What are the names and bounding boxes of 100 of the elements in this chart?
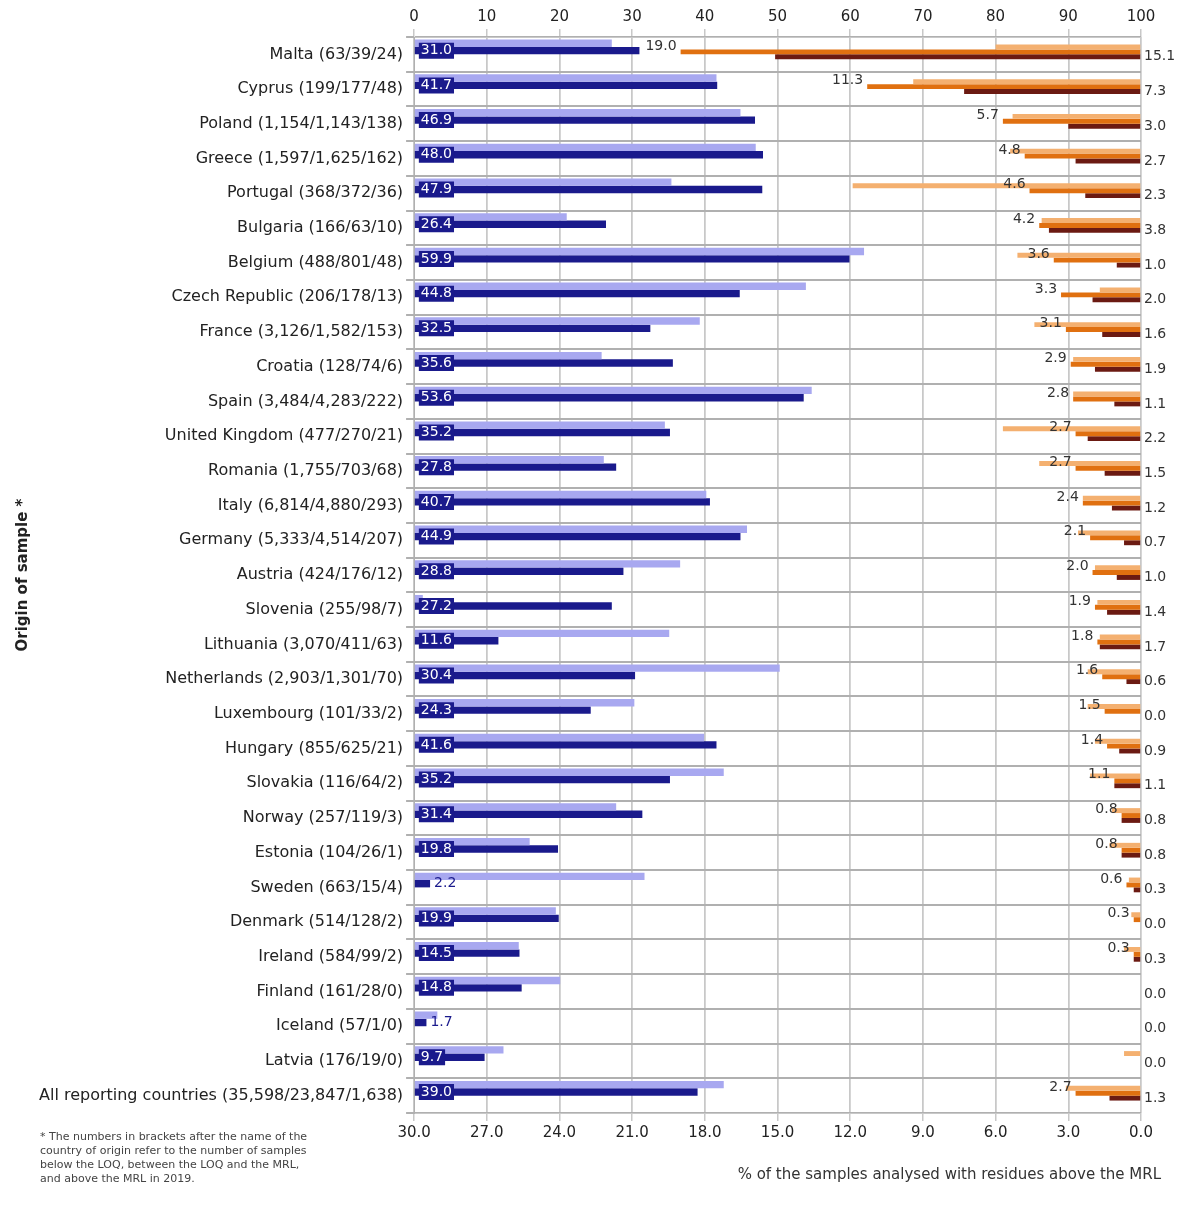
data-label: 1.0 bbox=[1144, 568, 1167, 585]
data-label: 1.5 bbox=[1144, 463, 1167, 480]
x2-tick-label: 70 bbox=[913, 6, 933, 25]
data-label: 2.3 bbox=[1144, 186, 1167, 203]
data-label: 1.4 bbox=[1144, 602, 1167, 619]
y-tick-label: Sweden (663/15/4) bbox=[250, 876, 404, 896]
data-label: 31.0 bbox=[420, 41, 453, 58]
data-label: 3.6 bbox=[1027, 244, 1050, 261]
data-label: 1.3 bbox=[1144, 1088, 1167, 1105]
data-label: 15.1 bbox=[1144, 47, 1176, 64]
y-tick-label: Germany (5,333/4,514/207) bbox=[179, 529, 404, 549]
data-label: 0.0 bbox=[1144, 706, 1167, 723]
data-label: 47.9 bbox=[420, 180, 453, 197]
data-label: 3.3 bbox=[1034, 279, 1058, 296]
data-label: 35.2 bbox=[420, 423, 453, 440]
y-tick-label: United Kingdom (477/270/21) bbox=[164, 425, 404, 445]
data-label: 4.8 bbox=[998, 140, 1021, 157]
y-tick-label: Malta (63/39/24) bbox=[269, 43, 404, 63]
data-label: 59.9 bbox=[420, 249, 453, 266]
data-label: 27.2 bbox=[420, 596, 453, 613]
data-label: 0.0 bbox=[1144, 984, 1167, 1001]
data-label: 0.7 bbox=[1144, 533, 1167, 550]
text: * The numbers in brackets after the name of the country of origin refer to the number of samples below the LOQ, between the LOQ and the MRL, and above the MRL in 2019. bbox=[40, 1130, 309, 1186]
x-tick-label: 9.0 bbox=[911, 1122, 935, 1141]
data-label: 19.0 bbox=[645, 36, 677, 53]
data-label: 1.0 bbox=[1144, 255, 1167, 272]
x-tick-label: 24.0 bbox=[542, 1122, 577, 1141]
data-label: 1.4 bbox=[1080, 730, 1104, 747]
data-label: 0.6 bbox=[1100, 869, 1123, 886]
data-label: 2.2 bbox=[434, 874, 457, 891]
data-label: 0.3 bbox=[1144, 880, 1167, 897]
data-label: 2.7 bbox=[1144, 151, 1167, 168]
data-label: 4.2 bbox=[1012, 210, 1036, 227]
data-label: 44.8 bbox=[420, 284, 453, 301]
data-label: 11.6 bbox=[420, 631, 453, 648]
x2-tick-label: 0 bbox=[409, 6, 419, 25]
data-label: 44.9 bbox=[420, 527, 453, 544]
y-tick-label: Lithuania (3,070/411/63) bbox=[203, 633, 404, 653]
y-tick-label: Hungary (855/625/21) bbox=[224, 737, 404, 757]
x2-tick-label: 40 bbox=[695, 6, 715, 25]
y-tick-label: Belgium (488/801/48) bbox=[227, 251, 404, 271]
y-tick-label: Iceland (57/1/0) bbox=[276, 1015, 404, 1035]
data-label: 1.1 bbox=[1088, 765, 1111, 782]
y-tick-label: Netherlands (2,903/1,301/70) bbox=[165, 668, 404, 688]
data-label: 1.8 bbox=[1071, 626, 1094, 643]
data-label: 14.5 bbox=[420, 943, 453, 960]
x2-tick-label: 90 bbox=[1058, 6, 1078, 25]
data-label: 0.3 bbox=[1107, 938, 1130, 955]
y-tick-label: Ireland (584/99/2) bbox=[258, 945, 404, 965]
x-tick-label: 18.0 bbox=[688, 1122, 722, 1141]
x-tick-label: 12.0 bbox=[833, 1122, 867, 1141]
y-tick-label: Italy (6,814/4,880/293) bbox=[217, 494, 404, 514]
data-label: 3.0 bbox=[1144, 116, 1167, 133]
data-label: 0.8 bbox=[1095, 834, 1118, 851]
y-tick-label: Spain (3,484/4,283/222) bbox=[207, 390, 404, 410]
y-tick-label: Cyprus (199/177/48) bbox=[237, 78, 404, 98]
data-label: 1.9 bbox=[1144, 359, 1167, 376]
data-label: 0.0 bbox=[1144, 1019, 1167, 1036]
y-axis-title: Origin of sample * bbox=[12, 498, 31, 652]
y-tick-label: Portugal (368/372/36) bbox=[227, 182, 404, 202]
data-label: 14.8 bbox=[420, 978, 453, 995]
data-label: 0.0 bbox=[1144, 1054, 1167, 1071]
data-label: 24.3 bbox=[420, 700, 453, 717]
data-label: 39.0 bbox=[420, 1082, 453, 1099]
data-label: 35.2 bbox=[420, 770, 453, 787]
data-label: 2.0 bbox=[1066, 557, 1089, 574]
data-label: 1.2 bbox=[1144, 498, 1167, 515]
y-tick-label: Bulgaria (166/63/10) bbox=[237, 217, 404, 237]
y-tick-label: Estonia (104/26/1) bbox=[254, 841, 404, 861]
data-label: 9.7 bbox=[420, 1047, 444, 1064]
data-label: 3.8 bbox=[1144, 221, 1167, 237]
data-label: 0.8 bbox=[1144, 845, 1167, 862]
x2-tick-label: 20 bbox=[549, 6, 570, 25]
y-tick-label: Finland (161/28/0) bbox=[256, 980, 404, 1000]
y-tick-label: Slovenia (255/98/7) bbox=[245, 598, 404, 618]
data-label: 0.0 bbox=[1144, 915, 1167, 932]
data-label: 46.9 bbox=[420, 110, 453, 127]
data-label: 0.6 bbox=[1144, 672, 1167, 689]
y-tick-label: Poland (1,154/1,143/138) bbox=[199, 112, 404, 132]
x-tick-label: 0.0 bbox=[1129, 1122, 1153, 1141]
data-label: 2.1 bbox=[1063, 522, 1087, 539]
y-tick-label: Austria (424/176/12) bbox=[236, 564, 404, 584]
y-tick-label: France (3,126/1,582/153) bbox=[199, 321, 404, 341]
y-tick-label: Slovakia (116/64/2) bbox=[246, 772, 404, 792]
y-tick-label: Latvia (176/19/0) bbox=[264, 1050, 404, 1070]
data-label: 40.7 bbox=[420, 492, 453, 509]
x-tick-label: 21.0 bbox=[615, 1122, 649, 1141]
data-label: 1.7 bbox=[1144, 637, 1167, 654]
y-tick-label: Czech Republic (206/178/13) bbox=[171, 286, 404, 306]
data-label: 32.5 bbox=[420, 318, 453, 335]
x2-tick-label: 80 bbox=[986, 6, 1006, 25]
data-label: 2.2 bbox=[1144, 429, 1167, 446]
data-label: 1.7 bbox=[430, 1013, 453, 1030]
data-label: 0.8 bbox=[1095, 800, 1118, 817]
y-tick-label: Romania (1,755/703/68) bbox=[208, 460, 404, 480]
y-tick-label: Greece (1,597/1,625/162) bbox=[195, 147, 404, 167]
data-label: 5.7 bbox=[976, 105, 999, 122]
data-label: 2.4 bbox=[1056, 487, 1079, 504]
x-tick-label: 30.0 bbox=[397, 1122, 431, 1141]
data-label: 0.3 bbox=[1107, 904, 1130, 921]
